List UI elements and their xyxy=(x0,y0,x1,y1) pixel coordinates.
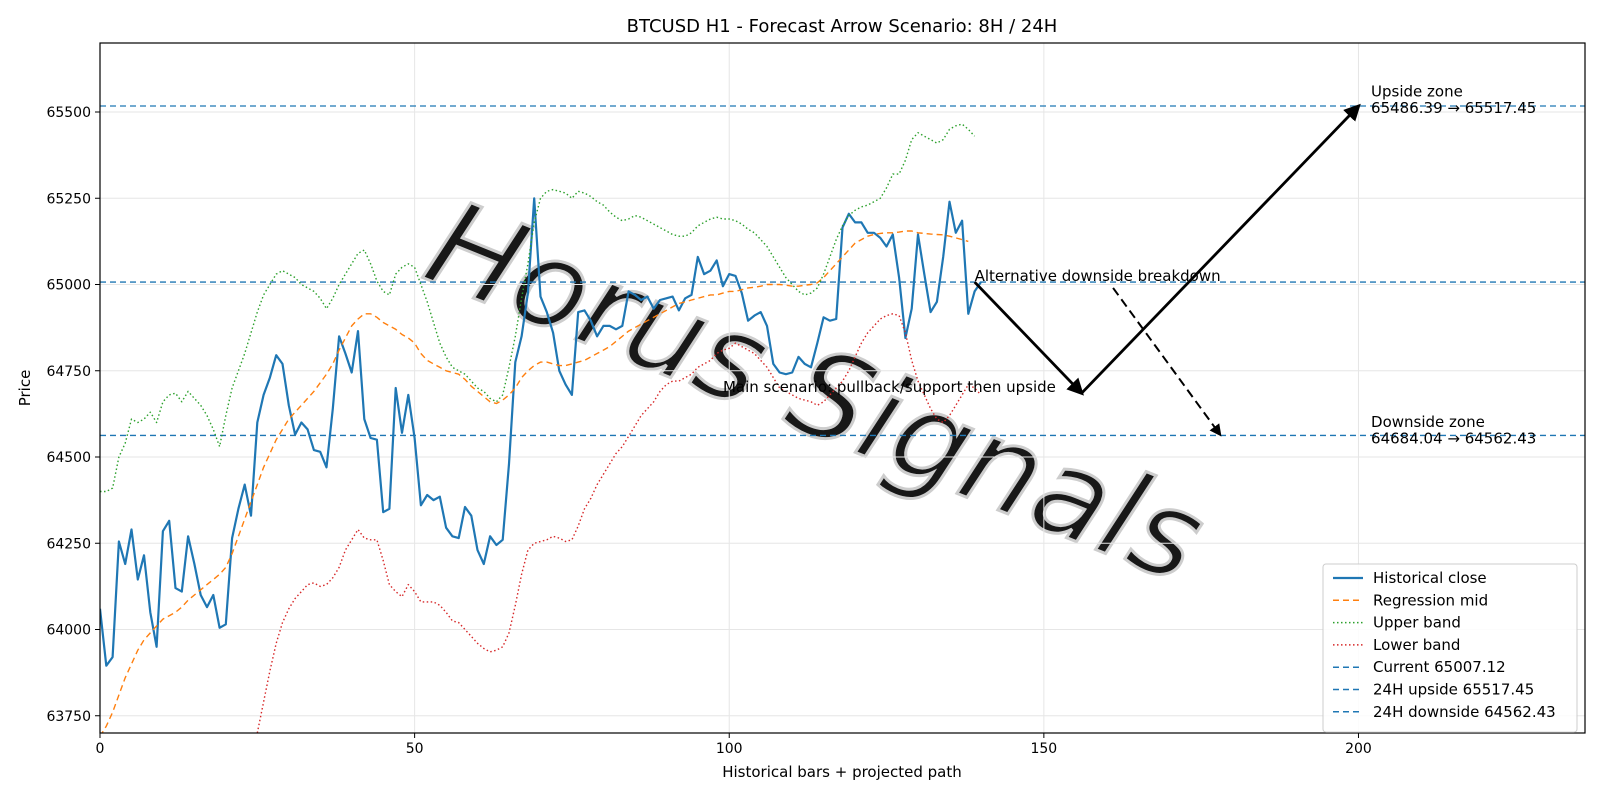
legend-label: 24H upside 65517.45 xyxy=(1373,681,1534,699)
y-tick-label: 64000 xyxy=(46,623,91,639)
legend-box xyxy=(1322,563,1578,733)
forecast-arrows xyxy=(973,103,1361,437)
y-tick-label: 64250 xyxy=(46,536,91,552)
legend-label: Lower band xyxy=(1373,636,1460,654)
annotation-label: 64684.04 → 64562.43 xyxy=(1371,430,1536,448)
y-tick-label: 65000 xyxy=(46,278,91,294)
y-axis-label: Price xyxy=(16,370,34,407)
y-tick-label: 63750 xyxy=(46,709,91,725)
legend-label: Current 65007.12 xyxy=(1373,658,1506,676)
y-tick-label: 65500 xyxy=(46,105,91,121)
series-lines xyxy=(100,123,982,733)
annotation-label: Upside zone xyxy=(1371,82,1463,100)
x-tick-label: 100 xyxy=(716,741,743,757)
legend-label: Upper band xyxy=(1373,614,1461,632)
series-line xyxy=(256,313,982,733)
x-tick-label: 0 xyxy=(96,741,105,757)
annotation-label: Downside zone xyxy=(1371,413,1485,431)
legend-label: 24H downside 64562.43 xyxy=(1373,703,1556,721)
x-axis-label: Historical bars + projected path xyxy=(722,763,962,781)
legend-label: Regression mid xyxy=(1373,591,1488,609)
forecast-arrow xyxy=(973,281,1084,396)
annotation-label: Alternative downside breakdown xyxy=(975,267,1221,285)
axes: 0 50 100 150 200 63750 64000 64250 64500 64750 650… xyxy=(46,105,1371,757)
x-tick-label: 150 xyxy=(1030,741,1057,757)
legend-label: Historical close xyxy=(1373,569,1487,587)
y-tick-label: 64750 xyxy=(46,364,91,380)
series-line xyxy=(100,197,982,667)
legend: Historical close Regression mid Upper band… xyxy=(1322,563,1578,733)
x-tick-label: 200 xyxy=(1345,741,1372,757)
reference-lines xyxy=(100,105,1585,437)
y-tick-label: 65250 xyxy=(46,191,91,207)
x-tick-label: 50 xyxy=(406,741,424,757)
forecast-arrow xyxy=(1080,103,1361,395)
annotation-label: 65486.39 → 65517.45 xyxy=(1371,99,1536,117)
annotation-label: Main scenario: pullback/support then ups… xyxy=(723,378,1056,396)
y-tick-label: 64500 xyxy=(46,450,91,466)
plot-frame xyxy=(99,42,1586,734)
series-line xyxy=(100,123,976,493)
forecast-arrow xyxy=(1112,287,1222,437)
chart-title: BTCUSD H1 - Forecast Arrow Scenario: 8H … xyxy=(627,16,1058,37)
